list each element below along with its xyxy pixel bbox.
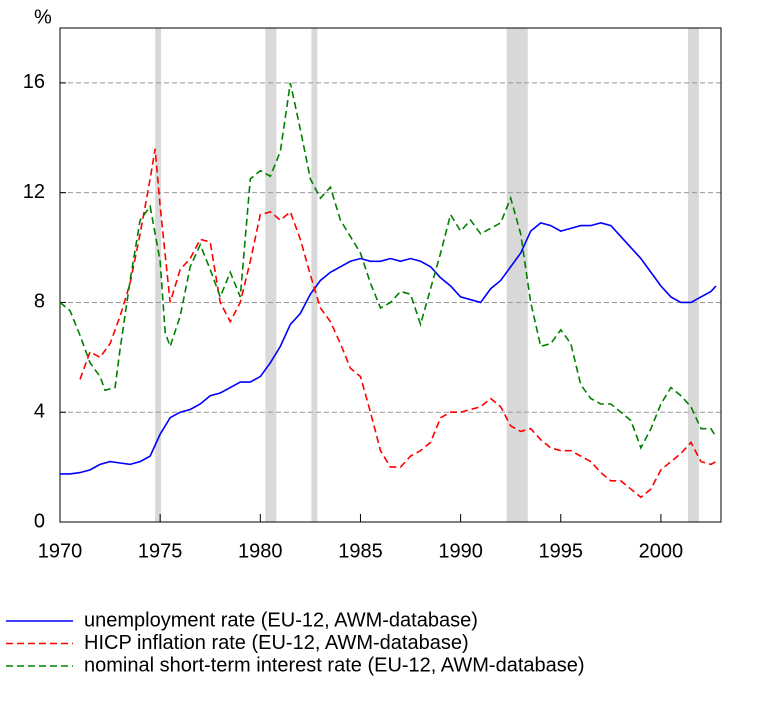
x-tick-label: 1990 [438,540,483,562]
legend-label: HICP inflation rate (EU-12, AWM-database… [84,632,469,654]
x-tick-label: 1975 [138,540,183,562]
shaded-period [265,28,277,522]
legend-label: nominal short-term interest rate (EU-12,… [84,654,585,676]
legend-label: unemployment rate (EU-12, AWM-database) [84,609,478,631]
x-tick-label: 1985 [338,540,383,562]
series-line [79,148,717,499]
y-tick-label: 16 [23,71,45,93]
x-tick-label: 2000 [639,540,684,562]
y-tick-label: 12 [23,181,45,203]
series-line [59,82,717,450]
shaded-period [311,28,318,522]
y-axis-label: % [34,6,52,28]
shaded-period [506,28,528,522]
series-line [60,221,717,475]
x-tick-label: 1995 [539,540,584,562]
shaded-period [155,28,162,522]
shaded-period [687,28,699,522]
plot-frame [59,27,722,523]
y-tick-label: 8 [34,291,45,313]
y-tick-label: 0 [34,510,45,532]
y-tick-label: 4 [34,401,45,423]
x-tick-label: 1980 [238,540,283,562]
x-tick-label: 1970 [38,540,83,562]
